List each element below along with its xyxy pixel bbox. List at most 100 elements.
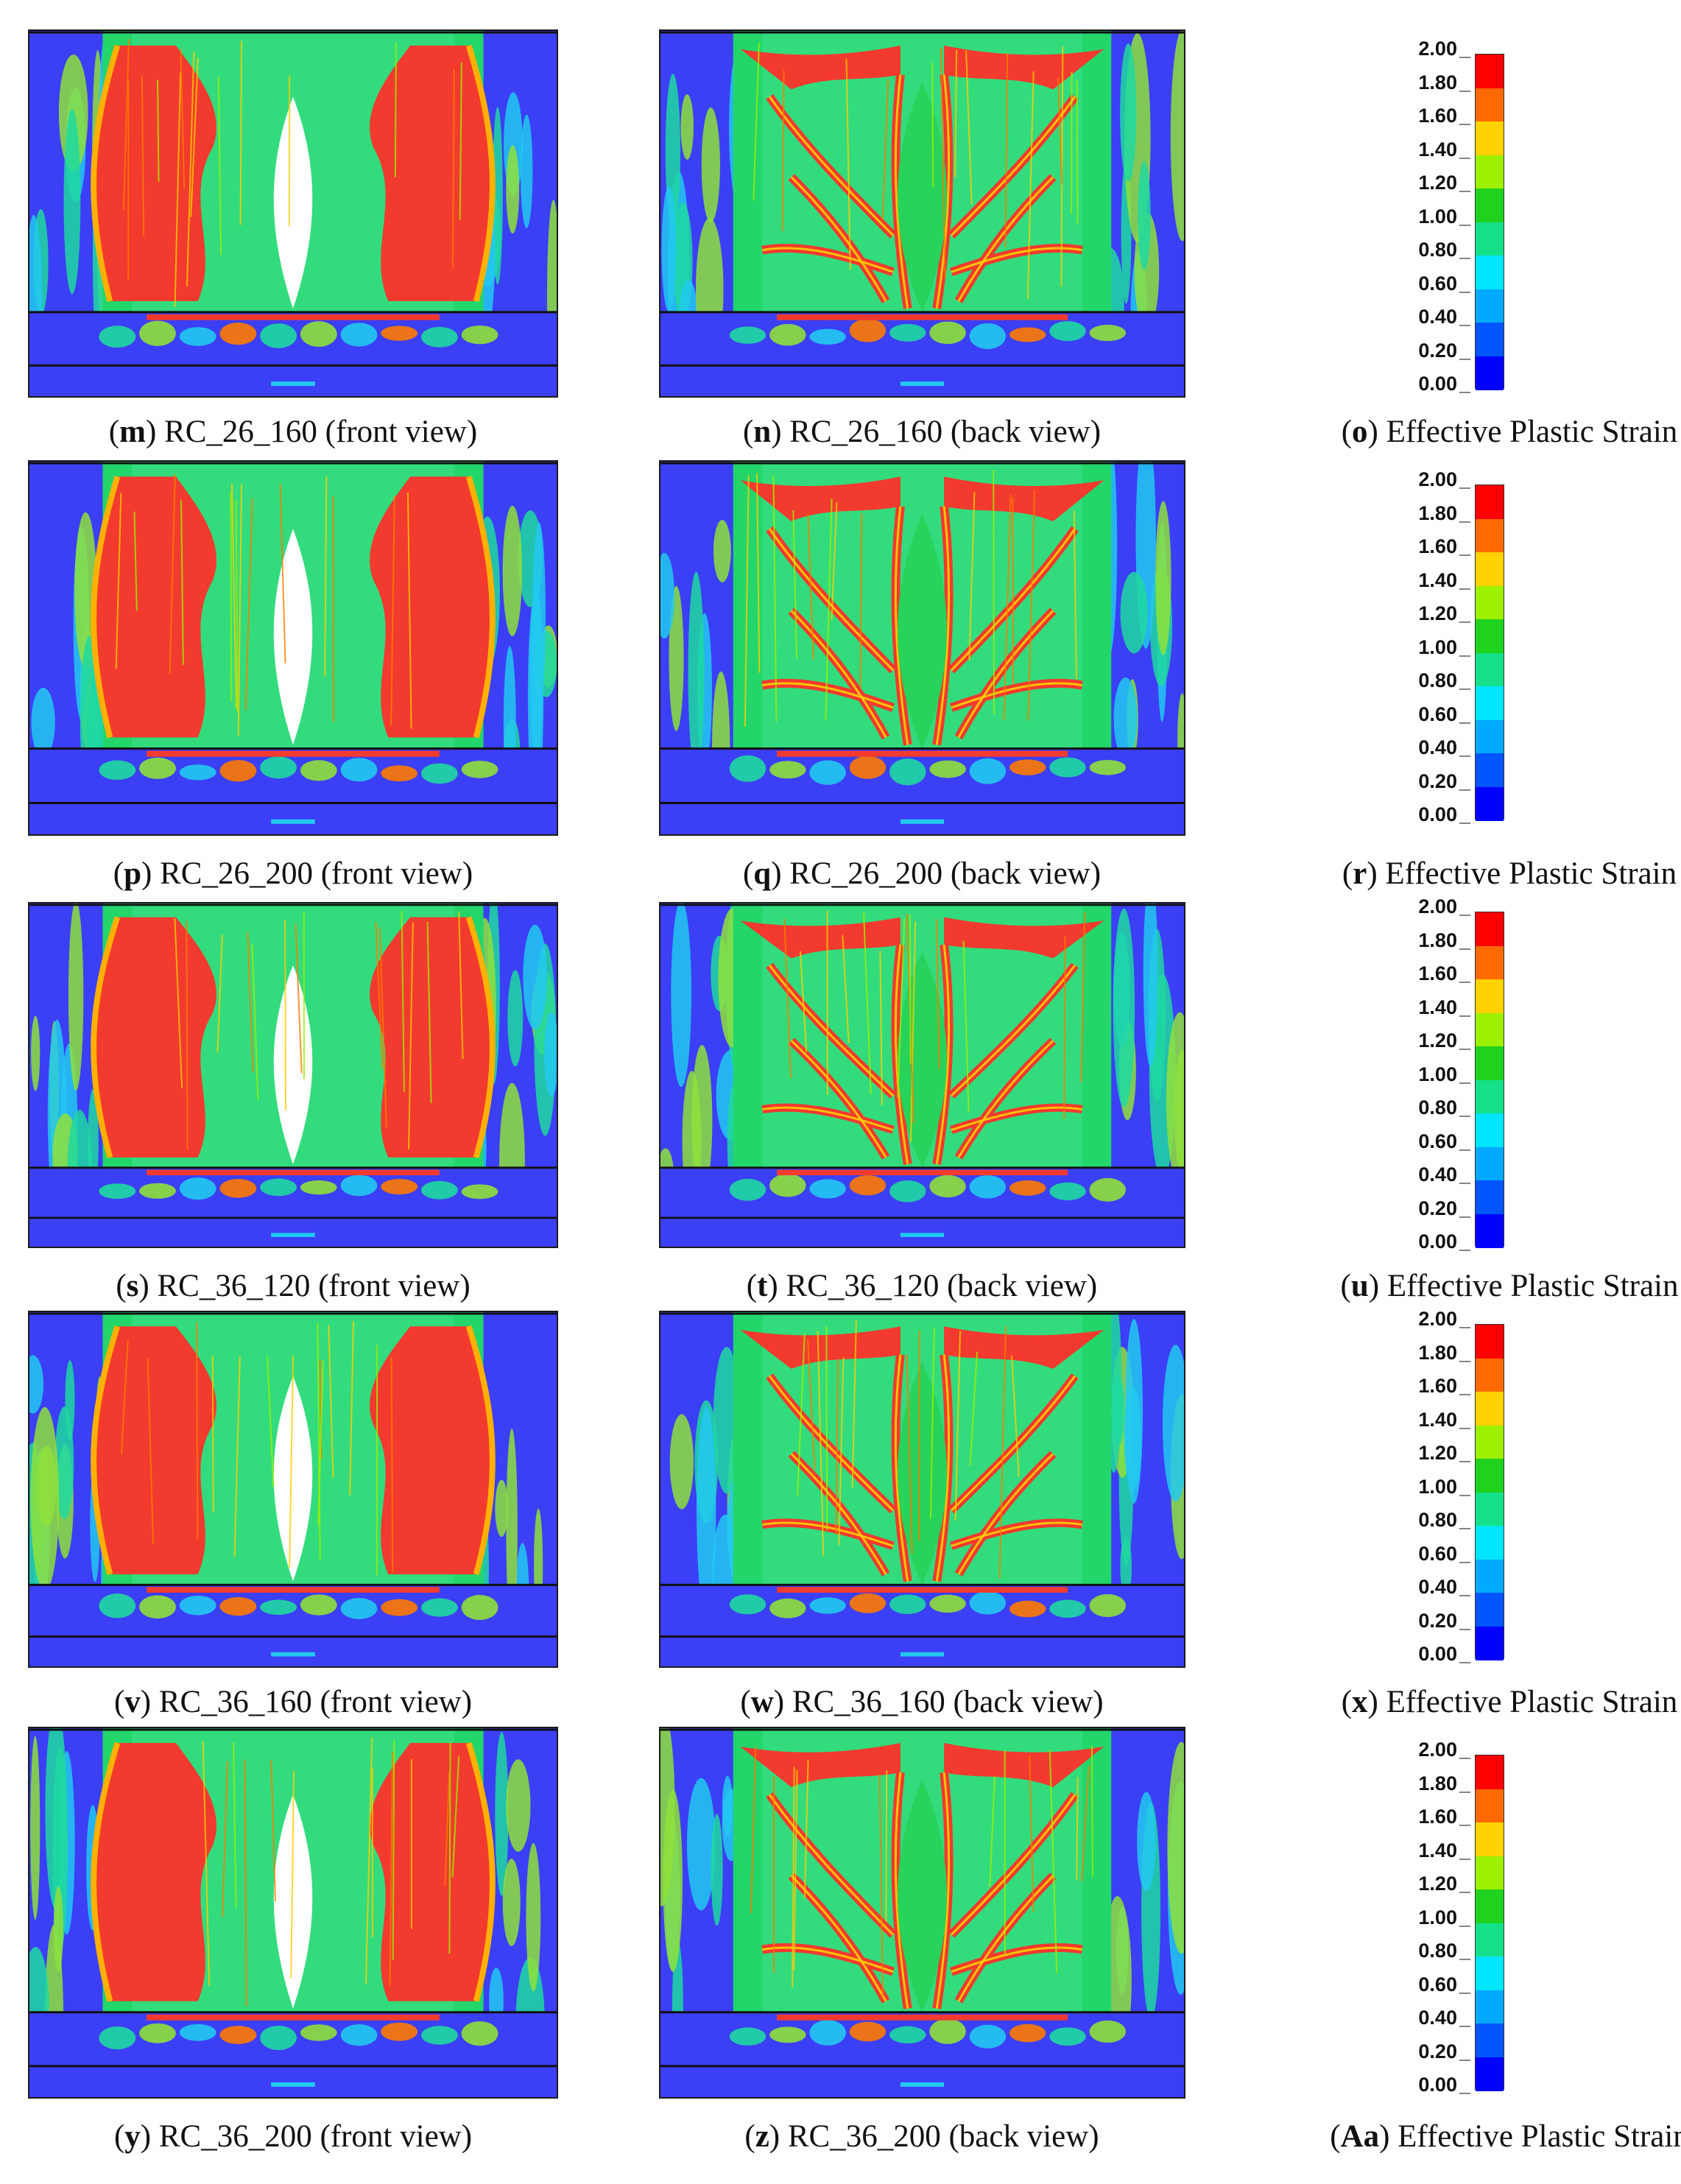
colorbar-tick-label: 1.20	[1418, 1443, 1470, 1463]
colorbar-tick-label: 1.80	[1418, 930, 1470, 951]
panel-x-letter: x	[1352, 1685, 1368, 1719]
panel-w-letter: w	[750, 1685, 774, 1719]
colorbar-swatch	[1476, 1856, 1504, 1890]
colorbar-swatch	[1476, 1822, 1504, 1856]
colorbar-swatch	[1476, 1990, 1504, 2024]
colorbar-swatch	[1476, 1358, 1504, 1392]
panel-s-caption: (s) RC_36_120 (front view)	[116, 1269, 471, 1303]
panel-Aa-letter: Aa	[1340, 2119, 1380, 2154]
colorbar-tick-label: 0.60	[1418, 273, 1470, 294]
colorbar-swatch	[1476, 1889, 1504, 1923]
plot-s-front-view	[28, 902, 558, 1248]
panel-s-letter: s	[126, 1269, 139, 1303]
colorbar-tick-label: 1.40	[1418, 1409, 1470, 1430]
colorbar-tick-label: 0.20	[1418, 1198, 1470, 1219]
panel-y-label: RC_36_200 (front view)	[158, 2119, 473, 2154]
panel-r-letter: r	[1353, 856, 1367, 891]
panel-w-caption: (w) RC_36_160 (back view)	[740, 1685, 1104, 1719]
colorbar-tick-label: 0.60	[1418, 704, 1470, 725]
panel-u-caption: (u) Effective Plastic Strain	[1340, 1269, 1679, 1303]
colorbar-tick-label: 0.80	[1418, 1941, 1470, 1961]
panel-q-caption: (q) RC_26_200 (back view)	[742, 856, 1102, 891]
colorbar	[1475, 912, 1504, 1248]
strain-contour-image	[660, 31, 1184, 396]
colorbar	[1475, 485, 1504, 821]
colorbar-tick-label: 1.40	[1418, 139, 1470, 160]
strain-contour-image	[660, 1312, 1184, 1666]
strain-contour-image	[29, 31, 557, 396]
colorbar-tick-label: 0.00	[1418, 2075, 1470, 2095]
colorbar-tick-label: 0.60	[1418, 1131, 1470, 1152]
colorbar-swatch	[1476, 256, 1504, 289]
colorbar-swatch	[1476, 619, 1504, 653]
colorbar-tick-label: 2.00	[1418, 470, 1470, 490]
colorbar-tick-label: 1.00	[1418, 1476, 1470, 1497]
colorbar-swatch	[1476, 1180, 1504, 1214]
colorbar-tick-label: 2.00	[1418, 1309, 1470, 1329]
colorbar-tick-label: 0.00	[1418, 805, 1470, 825]
colorbar-swatch	[1476, 719, 1504, 754]
panel-u-label: Effective Plastic Strain	[1386, 1269, 1679, 1303]
colorbar-tick-label: 0.40	[1418, 1577, 1470, 1597]
panel-t-caption: (t) RC_36_120 (back view)	[746, 1269, 1098, 1303]
panel-z-caption: (z) RC_36_200 (back view)	[744, 2119, 1099, 2154]
panel-m-letter: m	[119, 415, 146, 449]
colorbar-swatch	[1476, 88, 1504, 122]
colorbar-tick-label: 1.20	[1418, 173, 1470, 193]
colorbar-tick-label: 0.40	[1418, 1165, 1470, 1185]
colorbar-tick-label: 0.60	[1418, 1543, 1470, 1564]
colorbar-tick-label: 0.00	[1418, 374, 1470, 394]
colorbar-legend: 2.00 1.80 1.60 1.40 1.20 1.00 0.80 0.60 0.40 0.20…	[1399, 39, 1517, 409]
colorbar-legend: 2.00 1.80 1.60 1.40 1.20 1.00 0.80 0.60 0.40 0.20…	[1399, 1309, 1517, 1679]
colorbar-swatch	[1476, 1079, 1504, 1114]
colorbar-tick-label: 0.80	[1418, 1098, 1470, 1118]
strain-contour-image	[29, 1728, 557, 2097]
colorbar-swatch	[1476, 1956, 1504, 1990]
colorbar-swatch	[1476, 54, 1504, 88]
colorbar-swatch	[1476, 356, 1504, 390]
colorbar-swatch	[1476, 189, 1504, 222]
panel-v-label: RC_36_160 (front view)	[158, 1685, 473, 1719]
colorbar-swatch	[1476, 1146, 1504, 1181]
colorbar-tick-label: 1.60	[1418, 537, 1470, 557]
panel-Aa-label: Effective Plastic Strain	[1398, 2119, 1681, 2154]
colorbar-swatch	[1476, 2057, 1504, 2091]
panel-p-label: RC_26_200 (front view)	[160, 856, 473, 891]
colorbar-tick-label: 1.80	[1418, 503, 1470, 524]
colorbar-tick-label: 2.00	[1418, 897, 1470, 917]
colorbar-tick-label: 0.40	[1418, 738, 1470, 758]
colorbar-swatch	[1476, 289, 1504, 323]
colorbar-tick-label: 1.80	[1418, 1773, 1470, 1794]
colorbar-swatch	[1476, 786, 1504, 821]
colorbar-tick-label: 0.80	[1418, 1510, 1470, 1530]
plot-t-back-view	[659, 902, 1185, 1248]
colorbar-tick-label: 1.80	[1418, 1342, 1470, 1363]
colorbar-legend: 2.00 1.80 1.60 1.40 1.20 1.00 0.80 0.60 0.40 0.20…	[1399, 897, 1517, 1267]
colorbar-tick-label: 0.80	[1418, 671, 1470, 691]
plot-n-back-view	[659, 29, 1185, 398]
strain-contour-image	[660, 903, 1184, 1247]
colorbar-swatch	[1476, 1923, 1504, 1957]
colorbar	[1475, 54, 1504, 390]
panel-z-label: RC_36_200 (back view)	[787, 2119, 1099, 2154]
panel-r-caption: (r) Effective Plastic Strain	[1342, 856, 1677, 891]
colorbar-tick-label: 1.60	[1418, 964, 1470, 984]
colorbar-swatch	[1476, 1213, 1504, 1248]
panel-y-caption: (y) RC_36_200 (front view)	[113, 2119, 473, 2154]
colorbar-tick-label: 1.20	[1418, 1031, 1470, 1051]
panel-z-letter: z	[755, 2119, 769, 2154]
colorbar-swatch	[1476, 1113, 1504, 1147]
colorbar-swatch	[1476, 1755, 1504, 1789]
colorbar-swatch	[1476, 1046, 1504, 1080]
strain-contour-image	[660, 462, 1184, 834]
colorbar-tick-label: 0.60	[1418, 1974, 1470, 1995]
colorbar	[1475, 1755, 1504, 2091]
colorbar-swatch	[1476, 2023, 1504, 2057]
colorbar-tick-label: 0.00	[1418, 1232, 1470, 1252]
panel-m-caption: (m) RC_26_160 (front view)	[108, 415, 478, 449]
panel-w-label: RC_36_160 (back view)	[792, 1685, 1104, 1719]
colorbar-tick-label: 1.00	[1418, 1064, 1470, 1085]
colorbar-swatch	[1476, 552, 1504, 586]
colorbar-swatch	[1476, 1492, 1504, 1526]
colorbar-swatch	[1476, 1593, 1504, 1627]
